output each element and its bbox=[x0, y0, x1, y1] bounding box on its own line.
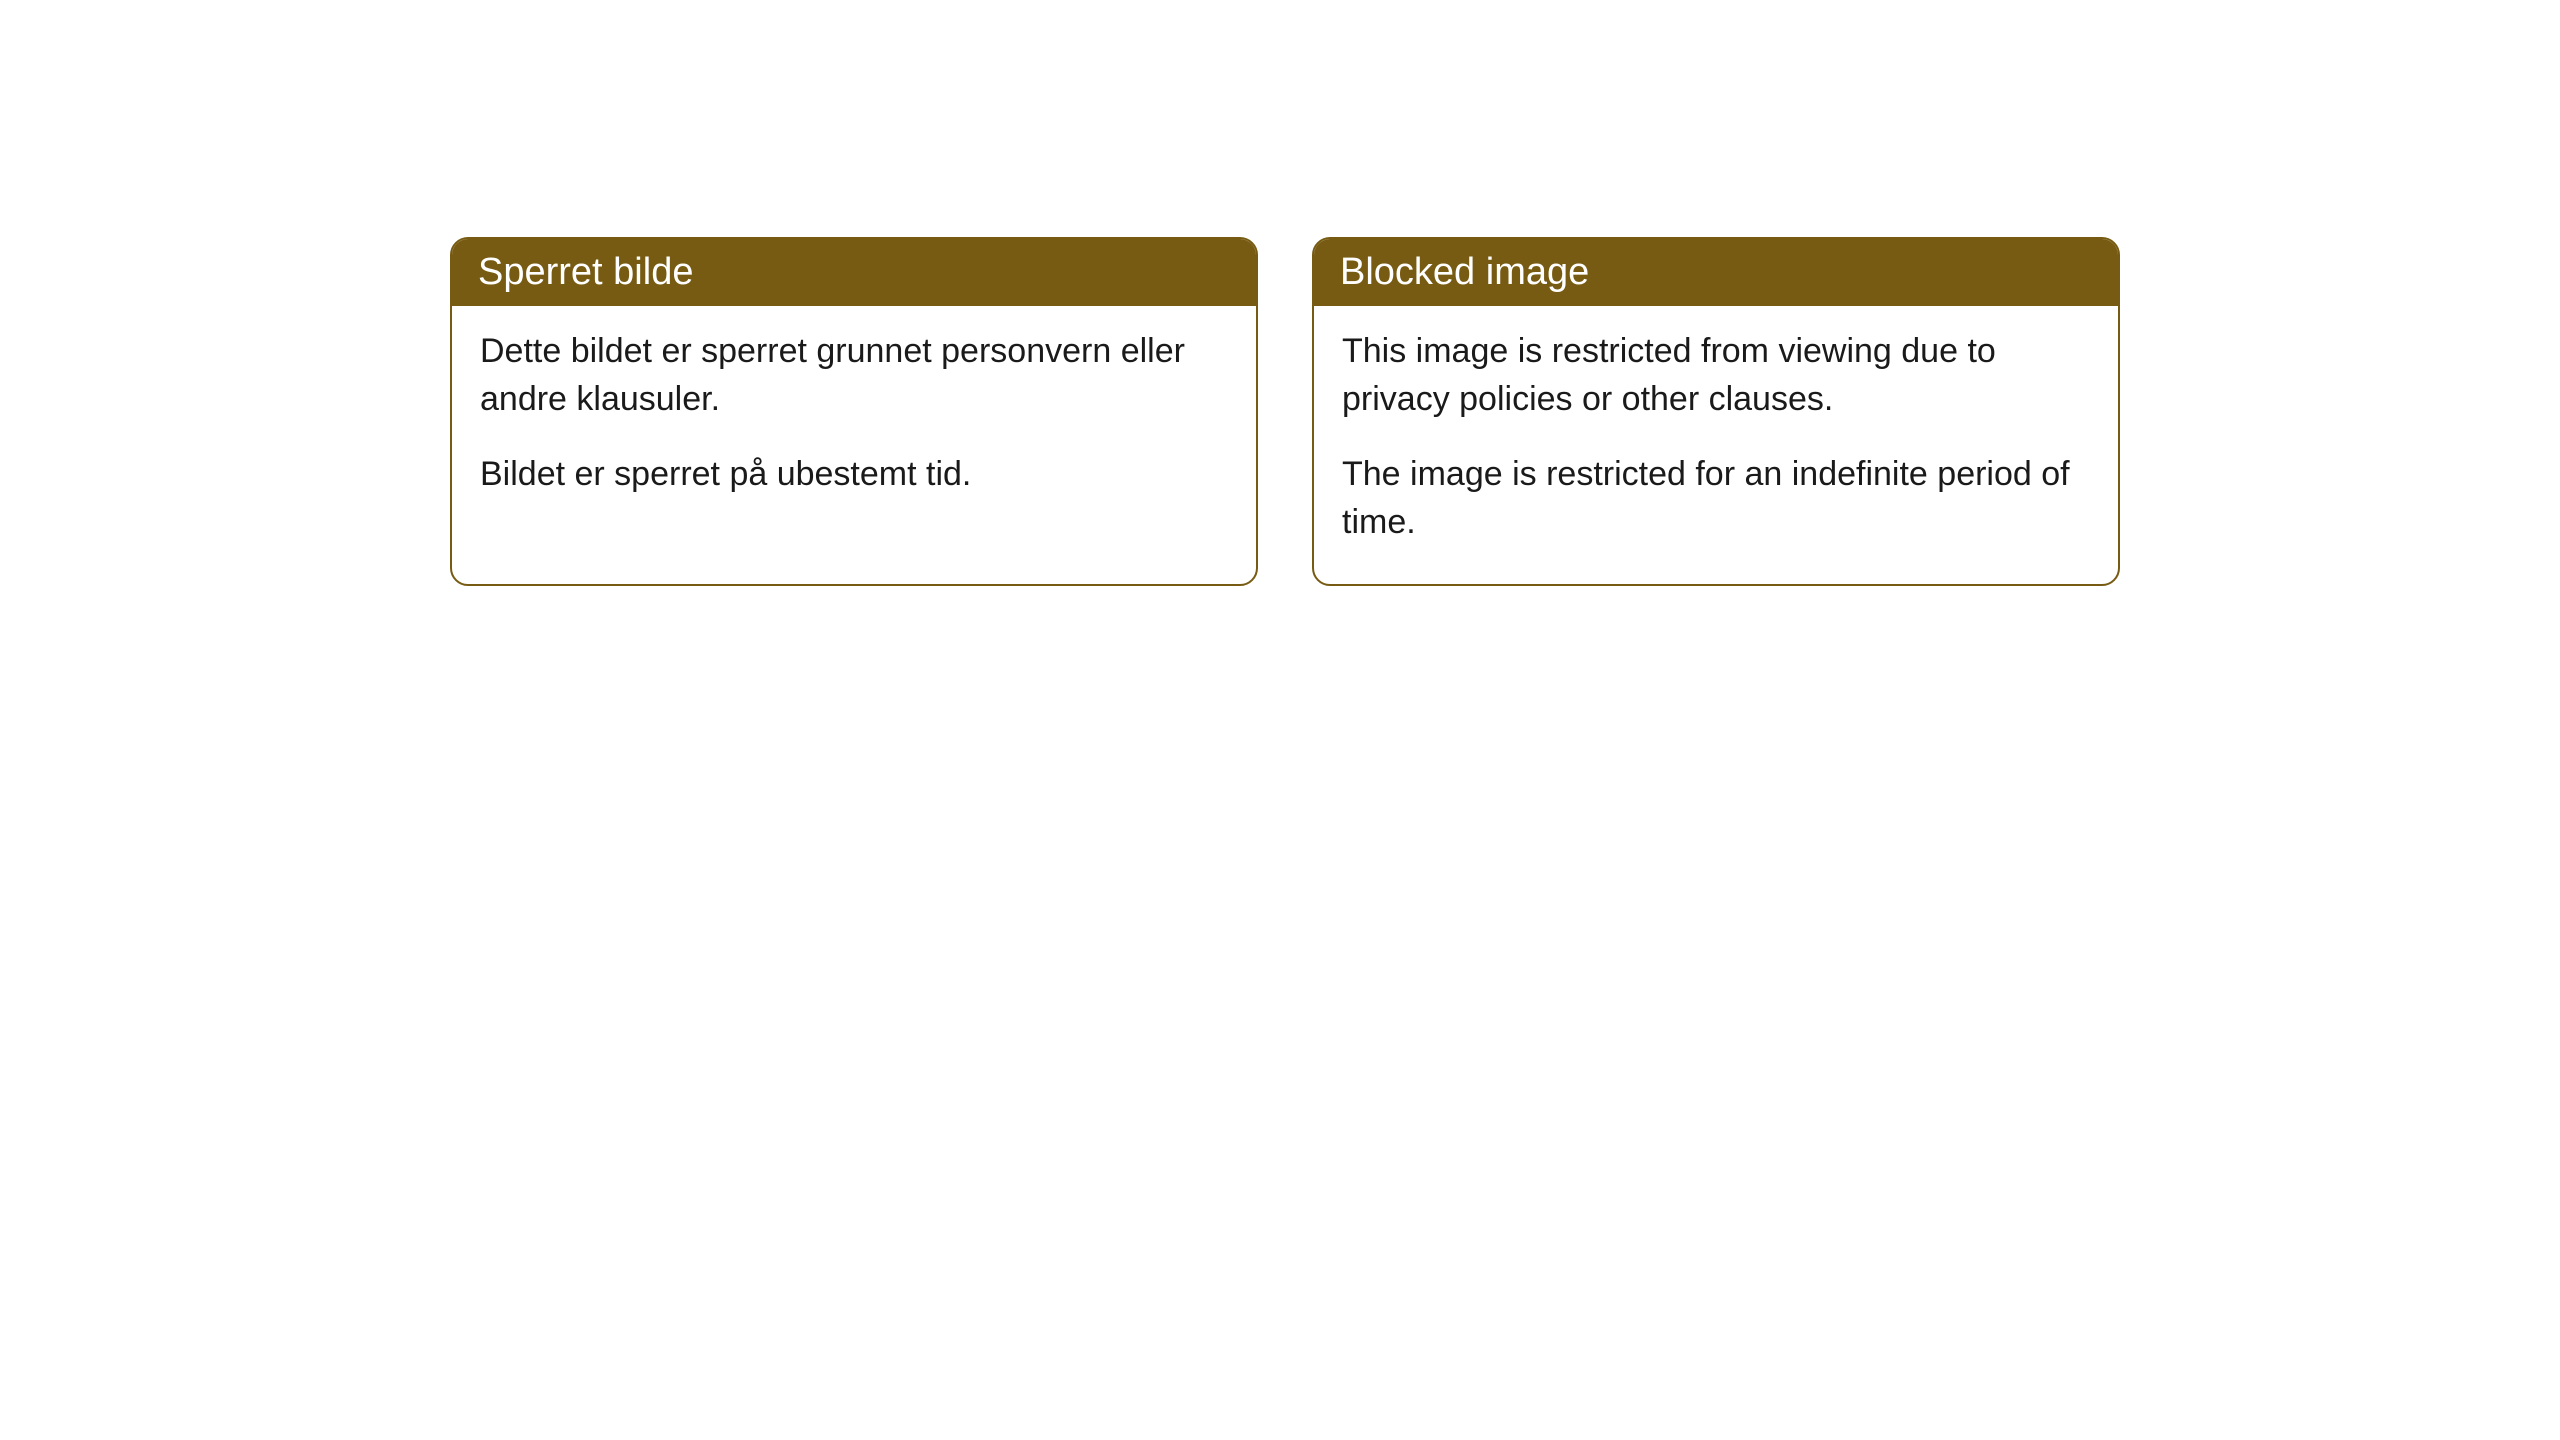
card-paragraph: Bildet er sperret på ubestemt tid. bbox=[480, 451, 1228, 499]
card-paragraph: This image is restricted from viewing du… bbox=[1342, 328, 2090, 423]
card-paragraph: Dette bildet er sperret grunnet personve… bbox=[480, 328, 1228, 423]
card-paragraph: The image is restricted for an indefinit… bbox=[1342, 451, 2090, 546]
card-body-norwegian: Dette bildet er sperret grunnet personve… bbox=[452, 306, 1256, 537]
card-header-english: Blocked image bbox=[1314, 239, 2118, 306]
card-body-english: This image is restricted from viewing du… bbox=[1314, 306, 2118, 584]
cards-container: Sperret bilde Dette bildet er sperret gr… bbox=[450, 237, 2120, 586]
card-english: Blocked image This image is restricted f… bbox=[1312, 237, 2120, 586]
card-header-norwegian: Sperret bilde bbox=[452, 239, 1256, 306]
card-norwegian: Sperret bilde Dette bildet er sperret gr… bbox=[450, 237, 1258, 586]
